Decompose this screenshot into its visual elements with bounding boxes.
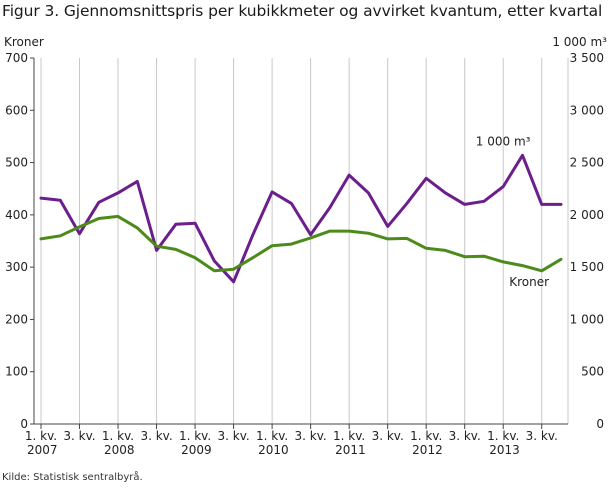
- grid-lines: [40, 58, 569, 424]
- x-tick-year-label: 2008: [104, 443, 135, 457]
- left-axis-label: Kroner: [4, 35, 44, 49]
- x-tick-label: 3. kv.: [295, 429, 327, 443]
- x-tick-year-label: 2011: [335, 443, 366, 457]
- right-tick-label: 3 000: [570, 103, 604, 117]
- x-tick-label: 1. kv.: [487, 429, 519, 443]
- volume-series-line: [39, 153, 563, 284]
- x-tick-year-label: 2010: [258, 443, 289, 457]
- left-tick-label: 500: [5, 156, 28, 170]
- x-tick-label: 3. kv.: [217, 429, 249, 443]
- right-tick-label: 3 500: [570, 51, 604, 65]
- right-axis-label: 1 000 m³: [552, 35, 607, 49]
- x-tick-label: 3. kv.: [449, 429, 481, 443]
- right-tick-label: 2 000: [570, 208, 604, 222]
- x-tick-year-label: 2013: [489, 443, 520, 457]
- source-note: Kilde: Statistisk sentralbyrå.: [2, 472, 143, 483]
- volume-series-label: 1 000 m³: [476, 134, 531, 148]
- x-tick-label: 1. kv.: [102, 429, 134, 443]
- x-tick-year-label: 2012: [412, 443, 443, 457]
- left-tick-label: 700: [5, 51, 28, 65]
- right-tick-label: 500: [581, 365, 604, 379]
- price-series-label: Kroner: [509, 275, 549, 289]
- x-tick-label: 3. kv.: [140, 429, 172, 443]
- right-tick-label: 1 500: [570, 260, 604, 274]
- series-labels: 1 000 m³ Kroner: [476, 134, 549, 289]
- left-tick-label: 0: [20, 417, 28, 431]
- left-tick-label: 600: [5, 103, 28, 117]
- x-tick-label: 1. kv.: [410, 429, 442, 443]
- series-lines: [39, 153, 563, 284]
- right-tick-label: 2 500: [570, 156, 604, 170]
- x-tick-label: 3. kv.: [63, 429, 95, 443]
- price-series-line: [39, 214, 563, 273]
- x-tick-label: 1. kv.: [25, 429, 57, 443]
- right-tick-label: 1 000: [570, 312, 604, 326]
- x-tick-label: 1. kv.: [333, 429, 365, 443]
- x-tick-label: 1. kv.: [256, 429, 288, 443]
- x-tick-label: 3. kv.: [372, 429, 404, 443]
- left-tick-label: 200: [5, 312, 28, 326]
- left-tick-label: 300: [5, 260, 28, 274]
- axes: [33, 58, 568, 425]
- chart-title: Figur 3. Gjennomsnittspris per kubikkmet…: [2, 2, 603, 20]
- right-axis-ticks: 0 500 1 000 1 500 2 000 2 500 3 000 3 500: [570, 51, 604, 431]
- x-tick-label: 3. kv.: [526, 429, 558, 443]
- left-axis-ticks: 0 100 200 300 400 500 600 700: [5, 51, 34, 431]
- x-tick-year-label: 2007: [27, 443, 58, 457]
- left-tick-label: 400: [5, 208, 28, 222]
- left-tick-label: 100: [5, 365, 28, 379]
- x-tick-year-label: 2009: [181, 443, 212, 457]
- right-tick-label: 0: [596, 417, 604, 431]
- line-chart: Kroner 1 000 m³ 0 100 200 300 400 500 600 700 0…: [4, 35, 607, 457]
- x-tick-label: 1. kv.: [179, 429, 211, 443]
